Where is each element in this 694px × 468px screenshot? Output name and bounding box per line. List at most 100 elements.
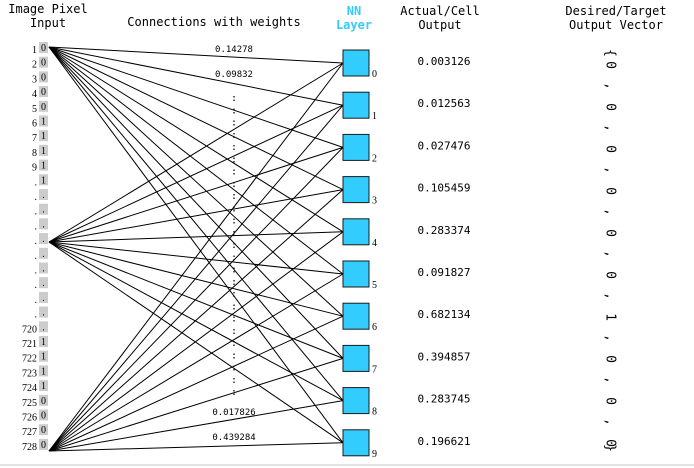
target-vector-value: 0 (603, 397, 618, 405)
weight-ellipsis-dot: : (231, 105, 237, 116)
connection-line (48, 357, 344, 452)
connection-line (48, 273, 344, 452)
pixel-box (39, 115, 48, 127)
pixel-value: . (42, 249, 45, 260)
weight-ellipsis-dot: : (231, 93, 237, 104)
pixel-index: . (35, 192, 38, 203)
pixel-index: 722 (22, 354, 37, 365)
target-vector-value: 0 (603, 61, 618, 69)
pixel-value: 1 (41, 337, 46, 348)
pixel-value: 1 (41, 117, 46, 128)
pixel-box (39, 380, 48, 392)
target-vector-separator: , (603, 82, 618, 90)
actual-output-value: 0.394857 (418, 350, 471, 363)
pixel-index: 721 (22, 339, 37, 350)
pixel-value: . (42, 278, 45, 289)
pixel-value: . (42, 219, 45, 230)
pixel-box (39, 203, 48, 215)
pixel-index: 724 (22, 383, 37, 394)
pixel-index: 2 (32, 60, 37, 71)
nn-layer-header-line2: Layer (336, 18, 372, 32)
pixel-value: 0 (41, 43, 46, 54)
weight-ellipsis-dot: : (231, 289, 237, 300)
weight-ellipsis-dot: : (231, 387, 237, 398)
weight-label-3: 0.017826 (212, 408, 255, 418)
pixel-index: . (35, 310, 38, 321)
actual-output-value: 0.091827 (418, 266, 471, 279)
weight-ellipsis-dot: : (231, 375, 237, 386)
target-vector-value: 0 (603, 229, 618, 237)
neuron-label: 3 (372, 196, 377, 207)
pixel-value: 0 (41, 396, 46, 407)
neuron-0 (342, 49, 370, 77)
weight-ellipsis-dot: : (231, 118, 237, 129)
actual-output-value: 0.682134 (418, 308, 471, 321)
weight-label-4: 0.439284 (212, 433, 255, 443)
pixel-box (39, 144, 48, 156)
connection-line (48, 315, 344, 452)
target-vector-separator: , (603, 376, 618, 384)
nn-layer: 0 1 2 3 4 5 6 7 8 9 (342, 49, 377, 460)
input-header-line1: Image Pixel (8, 2, 87, 16)
neuron-5 (342, 260, 370, 288)
neuron-1 (342, 91, 370, 119)
pixel-box (39, 56, 48, 68)
actual-output-value: 0.012563 (418, 97, 471, 110)
pixel-box (39, 291, 48, 303)
target-vector-header-line1: Desired/Target (565, 4, 666, 18)
pixel-index: 723 (22, 368, 37, 379)
connection-line (48, 46, 344, 233)
target-vector-close-brace: } (603, 444, 618, 452)
pixel-value: 1 (41, 146, 46, 157)
pixel-index: 3 (32, 74, 37, 85)
pixel-index: . (35, 177, 38, 188)
connection-line (48, 241, 344, 275)
neuron-label: 6 (372, 322, 377, 333)
pixel-value: . (42, 234, 45, 245)
weight-ellipsis-dot: : (231, 252, 237, 263)
weight-ellipsis-dot: : (231, 338, 237, 349)
pixel-value: 1 (41, 352, 46, 363)
connection-lines (48, 46, 344, 452)
actual-output-value: 0.196621 (418, 435, 471, 448)
pixel-box (39, 100, 48, 112)
connections-header: Connections with weights (127, 15, 300, 29)
target-vector-header-line2: Output Vector (569, 18, 663, 32)
connection-line (48, 46, 344, 401)
pixel-box (39, 247, 48, 259)
pixel-index: . (35, 236, 38, 247)
pixel-index: 6 (32, 119, 37, 130)
pixel-index: 9 (32, 163, 37, 174)
pixel-value: . (42, 205, 45, 216)
connection-line (48, 241, 344, 317)
target-vector-separator: , (603, 250, 618, 258)
pixel-box (39, 394, 48, 406)
pixel-value: . (42, 322, 45, 333)
pixel-box (39, 350, 48, 362)
pixel-index: . (35, 207, 38, 218)
pixel-box (39, 159, 48, 171)
pixel-box (39, 321, 48, 333)
weight-ellipsis-dot: : (231, 179, 237, 190)
connection-line (48, 46, 344, 106)
neuron-label: 0 (372, 69, 377, 80)
weight-ellipsis-dot: : (231, 130, 237, 141)
target-vector-separator: , (603, 418, 618, 426)
connection-line (48, 46, 344, 64)
connection-line (48, 241, 344, 444)
pixel-value: 0 (41, 58, 46, 69)
pixel-value: 0 (41, 72, 46, 83)
pixel-value: . (42, 308, 45, 319)
target-vector-separator: , (603, 124, 618, 132)
target-vector-separator: , (603, 292, 618, 300)
pixel-value: 0 (41, 411, 46, 422)
connection-line (48, 147, 344, 452)
weight-ellipsis-dot: : (231, 326, 237, 337)
pixel-value: 0 (41, 87, 46, 98)
connection-line (48, 189, 344, 243)
input-header-line2: Input (30, 16, 66, 30)
target-vector-separator: , (603, 208, 618, 216)
pixel-index: 1 (32, 45, 37, 56)
neuron-label: 2 (372, 153, 377, 164)
weight-ellipsis-dot: : (231, 167, 237, 178)
